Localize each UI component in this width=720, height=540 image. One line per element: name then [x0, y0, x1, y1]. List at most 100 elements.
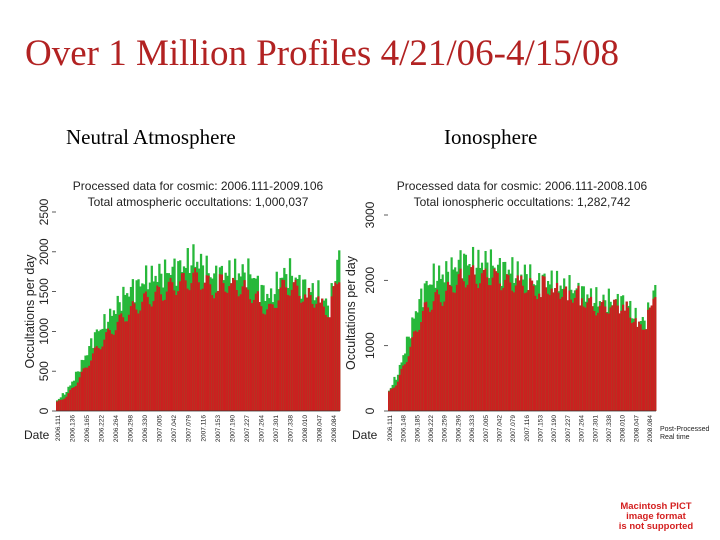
postprocessed-bar [232, 277, 235, 411]
postprocessed-bar [196, 272, 199, 411]
postprocessed-bar [643, 329, 646, 411]
postprocessed-bar [76, 382, 80, 411]
postprocessed-bar [645, 329, 648, 411]
postprocessed-bar [304, 294, 307, 411]
postprocessed-bar [311, 303, 314, 411]
postprocessed-bar [572, 302, 575, 411]
y-axis-label: Occultations per day [23, 254, 37, 369]
x-tick-label: 2008.047 [316, 415, 323, 442]
postprocessed-bar [582, 306, 585, 411]
postprocessed-bar [154, 291, 157, 411]
postprocessed-bar [491, 277, 494, 411]
postprocessed-bar [73, 387, 76, 411]
postprocessed-bar [573, 298, 576, 411]
slide-title: Over 1 Million Profiles 4/21/06-4/15/08 [25, 33, 620, 74]
postprocessed-bar [563, 289, 566, 411]
postprocessed-bar [269, 303, 273, 411]
postprocessed-bar [489, 285, 493, 411]
postprocessed-bar [413, 331, 416, 411]
ionosphere-chart: Processed data for cosmic: 2006.111-2008… [340, 175, 710, 460]
postprocessed-bar [477, 288, 480, 411]
postprocessed-bar [309, 295, 312, 411]
postprocessed-bar [584, 307, 587, 411]
postprocessed-bar [605, 312, 609, 411]
postprocessed-bar [557, 292, 560, 411]
x-tick-label: 2007.116 [524, 415, 531, 442]
postprocessed-bar [80, 371, 83, 411]
postprocessed-bar [430, 309, 434, 411]
postprocessed-bar [305, 297, 309, 411]
neutral-atmosphere-chart-svg: Processed data for cosmic: 2006.111-2009… [23, 179, 341, 442]
postprocessed-bar [264, 314, 267, 411]
postprocessed-bar [135, 309, 138, 411]
postprocessed-bar [416, 331, 419, 411]
postprocessed-bar [216, 290, 220, 411]
postprocessed-bar [629, 317, 632, 411]
postprocessed-bar [156, 285, 159, 411]
postprocessed-bar [609, 307, 612, 411]
postprocessed-bar [239, 294, 242, 411]
postprocessed-bar [464, 287, 468, 411]
x-tick-label: 2006.296 [455, 415, 462, 442]
postprocessed-bar [564, 286, 568, 411]
x-tick-label: 2008.084 [647, 415, 654, 442]
postprocessed-bar [285, 287, 288, 411]
postprocessed-bar [455, 284, 459, 411]
postprocessed-bar [283, 280, 286, 411]
postprocessed-bar [313, 307, 316, 411]
postprocessed-bar [88, 365, 91, 411]
postprocessed-bar [554, 288, 557, 411]
postprocessed-bar [402, 365, 405, 411]
postprocessed-bar [525, 292, 528, 411]
legend-realtime: Real time [660, 434, 690, 441]
postprocessed-bar [611, 305, 614, 411]
postprocessed-bar [479, 283, 482, 411]
postprocessed-bar [613, 299, 616, 411]
postprocessed-bar [602, 300, 605, 411]
legend-postprocessed: Post-Processed [660, 426, 710, 433]
postprocessed-bar [78, 377, 82, 411]
postprocessed-bar [198, 282, 201, 411]
postprocessed-bar [648, 307, 652, 411]
notice-line-3: is not supported [618, 521, 694, 532]
x-axis-label: Date [352, 428, 378, 442]
postprocessed-bar [116, 321, 119, 411]
postprocessed-bar [450, 286, 453, 411]
postprocessed-bar [260, 306, 263, 411]
postprocessed-bar [514, 285, 518, 411]
postprocessed-bar [63, 398, 66, 411]
postprocessed-bar [109, 330, 112, 411]
postprocessed-bar [218, 274, 222, 411]
y-tick-label: 2500 [37, 198, 51, 225]
postprocessed-bar [543, 276, 546, 411]
postprocessed-bar [622, 304, 625, 411]
postprocessed-bar [620, 310, 623, 411]
x-tick-label: 2007.079 [510, 415, 517, 442]
postprocessed-bar [95, 346, 99, 411]
postprocessed-bar [647, 309, 650, 411]
postprocessed-bar [322, 306, 326, 411]
postprocessed-bar [575, 289, 578, 411]
postprocessed-bar [441, 305, 444, 411]
postprocessed-bar [186, 288, 189, 411]
postprocessed-bar [438, 294, 441, 411]
postprocessed-bar [300, 302, 303, 411]
postprocessed-bar [452, 292, 455, 411]
postprocessed-bar [468, 275, 471, 411]
postprocessed-bar [625, 301, 628, 411]
x-tick-label: 2006.111 [55, 415, 62, 442]
chart-title: Processed data for cosmic: 2006.111-2008… [397, 179, 648, 193]
postprocessed-bar [97, 347, 100, 411]
postprocessed-bar [500, 290, 503, 411]
postprocessed-bar [618, 313, 621, 411]
postprocessed-bar [245, 287, 248, 411]
postprocessed-bar [495, 271, 498, 411]
postprocessed-bar [137, 313, 140, 411]
postprocessed-bar [520, 275, 523, 411]
postprocessed-bar [488, 285, 491, 411]
postprocessed-bar [56, 401, 59, 411]
y-tick-label: 1000 [37, 318, 51, 345]
postprocessed-bar [201, 288, 205, 411]
postprocessed-bar [484, 268, 487, 411]
y-tick-label: 1000 [363, 332, 377, 359]
